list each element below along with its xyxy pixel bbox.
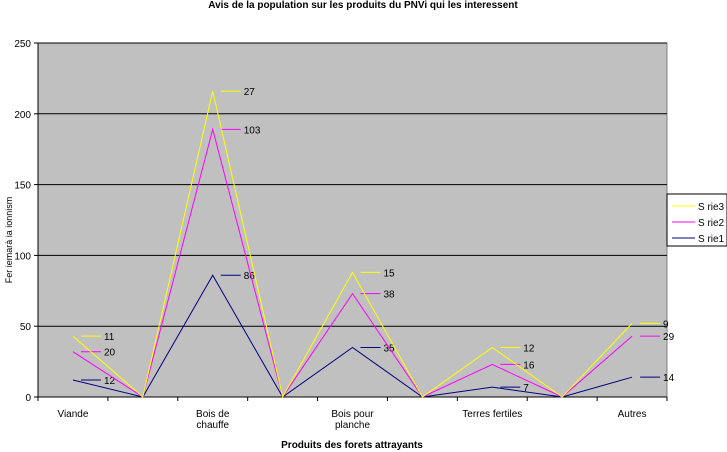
data-label: 12 [523, 343, 535, 354]
data-label: 103 [244, 125, 261, 136]
data-label: 86 [244, 271, 256, 282]
y-tick-label: 50 [20, 322, 32, 333]
chart-title: Avis de la population sur les produits d… [208, 0, 518, 11]
data-label: 7 [523, 383, 529, 394]
legend-label: S rie3 [698, 202, 725, 213]
x-tick-label: Bois de [196, 409, 230, 420]
x-tick-label: chauffe [196, 420, 229, 431]
data-label: 15 [384, 268, 396, 279]
data-label: 12 [104, 376, 116, 387]
y-tick-label: 0 [25, 393, 31, 404]
x-axis-title: Produits des forets attrayants [281, 440, 423, 451]
data-label: 20 [104, 348, 116, 359]
series-line-2 [72, 127, 633, 399]
plot-area [37, 42, 668, 398]
legend [666, 193, 727, 247]
y-tick-label: 100 [14, 251, 31, 262]
x-tick-label: Terres fertiles [462, 409, 522, 420]
x-tick-label: Autres [618, 409, 647, 420]
data-label: 38 [384, 290, 396, 301]
legend-label: S rie2 [698, 218, 725, 229]
x-tick-label: Viande [57, 409, 88, 420]
data-label: 29 [663, 332, 675, 343]
x-tick-label: Bois pour [331, 409, 374, 420]
data-label: 11 [104, 332, 115, 343]
x-tick-label: planche [335, 420, 370, 431]
y-tick-label: 250 [14, 39, 31, 50]
data-label: 14 [663, 373, 675, 384]
legend-label: S rie1 [698, 234, 725, 245]
series-line-1 [72, 274, 633, 398]
data-label: 35 [384, 343, 396, 354]
y-tick-label: 200 [14, 110, 31, 121]
y-tick-label: 150 [14, 181, 31, 192]
series-line-3 [72, 91, 633, 399]
data-label: 16 [523, 360, 535, 371]
y-axis-title: Fer iemarà ia ionnism [4, 197, 14, 284]
data-label: 9 [663, 319, 669, 330]
data-label: 27 [244, 87, 256, 98]
